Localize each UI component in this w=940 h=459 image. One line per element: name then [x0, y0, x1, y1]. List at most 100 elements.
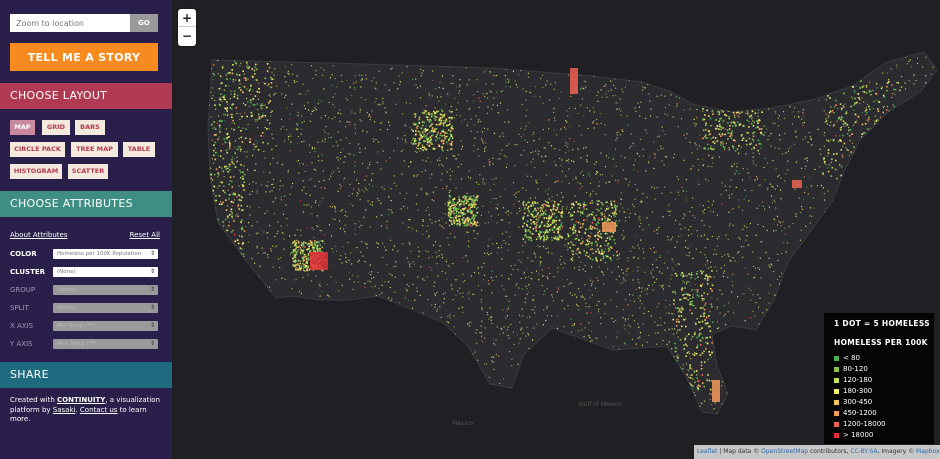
legend-label: 80-120 [843, 365, 868, 373]
share-description: Created with CONTINUITY, a visualization… [10, 396, 162, 425]
split-attribute-row: SPLIT (None) ⇕ [10, 303, 160, 314]
legend-label: > 18000 [843, 431, 874, 439]
map-legend: 1 DOT = 5 HOMELESS HOMELESS PER 100K < 8… [824, 313, 934, 444]
y-axis-select: Max Temp (°F) ⇕ [53, 339, 158, 349]
map-dots-layer [172, 0, 940, 459]
x-axis-select: Min Temp (°F) ⇕ [53, 321, 158, 331]
continuity-link[interactable]: CONTINUITY [57, 396, 106, 404]
legend-swatch [834, 378, 839, 383]
share-end-text: to learn more. [10, 405, 147, 424]
cluster-select[interactable]: (None) ⇕ [53, 267, 158, 277]
layout-circle-pack-button[interactable]: CIRCLE PACK [10, 142, 65, 157]
legend-label: 450-1200 [843, 409, 877, 417]
layout-map-button[interactable]: MAP [10, 120, 35, 135]
legend-swatch [834, 411, 839, 416]
legend-label: 300-450 [843, 398, 873, 406]
share-middle-text: , a visualization platform by [10, 396, 161, 414]
y-axis-attribute-row: Y AXIS Max Temp (°F) ⇕ [10, 339, 160, 350]
select-arrows-icon: ⇕ [149, 340, 155, 347]
legend-title: 1 DOT = 5 HOMELESS [834, 319, 930, 328]
group-attribute-row: GROUP (None) ⇕ [10, 285, 160, 296]
mapbox-link[interactable]: Mapbox [916, 448, 940, 455]
high-rate-region [570, 68, 578, 94]
legend-item: 300-450 [834, 397, 934, 408]
go-button[interactable]: GO [130, 14, 158, 32]
legend-label: 120-180 [843, 376, 873, 384]
select-arrows-icon: ⇕ [149, 250, 155, 257]
contact-us-link[interactable]: Contact us [79, 405, 118, 414]
openstreetmap-link[interactable]: OpenStreetMap [761, 448, 809, 455]
high-rate-region [712, 380, 720, 402]
map-canvas[interactable]: Gulf of Mexico México [172, 0, 940, 459]
select-arrows-icon: ⇕ [149, 268, 155, 275]
share-period: . [75, 405, 80, 414]
zoom-location-input[interactable] [10, 14, 130, 32]
zoom-in-button[interactable]: + [178, 9, 196, 27]
color-select[interactable]: Homeless per 100K Population ⇕ [53, 249, 158, 259]
group-label: GROUP [10, 286, 36, 294]
x-axis-select-value: Min Temp (°F) [57, 323, 96, 329]
share-created-with: Created with [10, 396, 58, 404]
legend-item: 120-180 [834, 375, 934, 386]
y-axis-select-value: Max Temp (°F) [57, 341, 97, 347]
legend-swatch [834, 356, 839, 361]
attribution-imagery: , Imagery © [877, 448, 917, 455]
high-rate-region [310, 252, 328, 270]
cc-by-sa-link[interactable]: CC-BY-SA [850, 448, 878, 455]
color-attribute-row: COLOR Homeless per 100K Population ⇕ [10, 249, 160, 260]
cluster-attribute-row: CLUSTER (None) ⇕ [10, 267, 160, 278]
layout-grid-button[interactable]: GRID [42, 120, 70, 135]
split-select: (None) ⇕ [53, 303, 158, 313]
group-select-value: (None) [57, 287, 76, 293]
high-rate-region [602, 222, 616, 232]
legend-item: 450-1200 [834, 408, 934, 419]
legend-item: < 80 [834, 353, 934, 364]
sasaki-link[interactable]: Sasaki [52, 405, 76, 414]
layout-bars-button[interactable]: BARS [75, 120, 105, 135]
leaflet-link[interactable]: Leaflet [697, 448, 718, 455]
choose-layout-header: CHOOSE LAYOUT [0, 83, 172, 109]
about-attributes-link[interactable]: About Attributes [10, 231, 68, 239]
color-label: COLOR [10, 250, 37, 258]
choose-attributes-header: CHOOSE ATTRIBUTES [0, 191, 172, 217]
layout-tree-map-button[interactable]: TREE MAP [71, 142, 118, 157]
zoom-out-button[interactable]: − [181, 29, 193, 43]
high-rate-region [792, 180, 802, 188]
x-axis-label: X AXIS [10, 322, 34, 330]
x-axis-attribute-row: X AXIS Min Temp (°F) ⇕ [10, 321, 160, 332]
legend-swatch [834, 389, 839, 394]
map-attribution: Leaflet | Map data © OpenStreetMap contr… [694, 445, 940, 459]
sidebar: GO TELL ME A STORY CHOOSE LAYOUT MAP GRI… [0, 0, 172, 459]
legend-subtitle: HOMELESS PER 100K [834, 338, 928, 347]
split-label: SPLIT [10, 304, 29, 312]
legend-item: 1200-18000 [834, 419, 934, 430]
legend-swatch [834, 422, 839, 427]
cluster-label: CLUSTER [10, 268, 46, 276]
attribution-map-data: | Map data © [717, 448, 762, 455]
tell-me-a-story-button[interactable]: TELL ME A STORY [10, 43, 158, 71]
select-arrows-icon: ⇕ [149, 304, 155, 311]
legend-swatch [834, 400, 839, 405]
layout-scatter-button[interactable]: SCATTER [68, 164, 108, 179]
legend-label: 1200-18000 [843, 420, 886, 428]
zoom-control: + − [178, 9, 196, 46]
legend-item: 180-300 [834, 386, 934, 397]
layout-table-button[interactable]: TABLE [123, 142, 155, 157]
gulf-of-mexico-label: Gulf of Mexico [579, 401, 622, 408]
layout-histogram-button[interactable]: HISTOGRAM [10, 164, 62, 179]
color-select-value: Homeless per 100K Population [57, 251, 142, 257]
reset-all-link[interactable]: Reset All [129, 231, 160, 239]
select-arrows-icon: ⇕ [149, 286, 155, 293]
legend-label: < 80 [843, 354, 860, 362]
legend-item: 80-120 [834, 364, 934, 375]
cluster-select-value: (None) [57, 269, 76, 275]
share-header: SHARE [0, 362, 172, 388]
legend-label: 180-300 [843, 387, 873, 395]
legend-list: < 80 80-120 120-180 180-300 300-450 450-1200 1… [834, 353, 934, 441]
select-arrows-icon: ⇕ [149, 322, 155, 329]
y-axis-label: Y AXIS [10, 340, 33, 348]
group-select: (None) ⇕ [53, 285, 158, 295]
mexico-label: México [452, 420, 473, 427]
legend-item: > 18000 [834, 430, 934, 441]
split-select-value: (None) [57, 305, 76, 311]
